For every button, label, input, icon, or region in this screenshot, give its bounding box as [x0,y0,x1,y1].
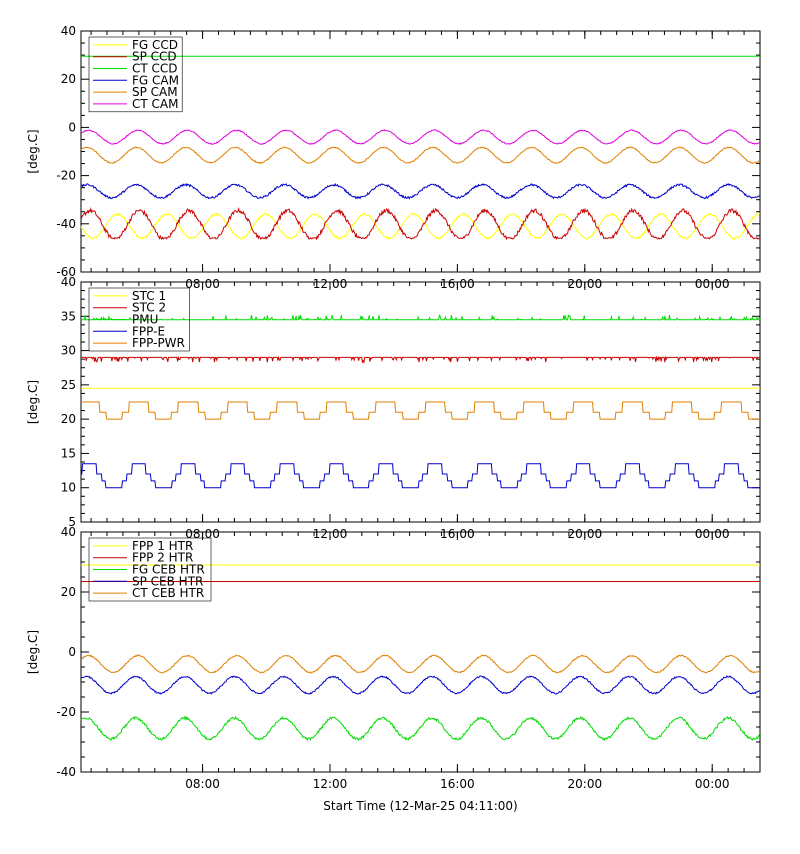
legend-label: STC 1 [132,289,166,303]
x-tick-label: 16:00 [440,777,475,791]
legend-label: CT CAM [132,97,178,111]
legend-label: FG CAM [132,73,179,87]
legend-box [88,537,212,602]
y-tick-label: 30 [61,344,76,358]
series-line-1-5 [80,146,760,165]
y-axis-label: [deg.C] [26,380,40,424]
series-line-2-5 [81,401,760,420]
y-tick-label: -60 [56,265,76,279]
x-tick-label: 08:00 [185,777,220,791]
series-line-3-4 [80,675,761,695]
y-tick-label: -40 [56,765,76,779]
y-tick-label: 20 [61,412,76,426]
y-tick-label: 0 [68,645,76,659]
y-tick-label: -20 [56,169,76,183]
x-tick-label: 12:00 [313,777,348,791]
y-axis-label: [deg.C] [26,129,40,173]
y-tick-label: -40 [56,217,76,231]
legend-label: FG CEB HTR [132,563,205,577]
y-tick-label: 20 [61,585,76,599]
legend-label: SP CCD [132,50,177,64]
series-line-3-3 [80,715,761,742]
legend-label: FPP-E [132,324,165,338]
series-line-1-1 [80,212,761,241]
series-line-1-2 [80,206,760,241]
y-tick-label: 15 [61,446,76,460]
y-axis-label: [deg.C] [26,630,40,674]
x-tick-label: 20:00 [568,777,603,791]
series-line-2-4 [81,463,760,489]
legend-box [88,36,183,113]
legend-label: SP CEB HTR [132,574,203,588]
y-tick-label: 5 [68,515,76,529]
y-tick-label: 10 [61,481,76,495]
y-tick-label: 35 [61,309,76,323]
y-tick-label: 0 [68,120,76,134]
series-line-1-6 [80,129,761,145]
y-tick-label: 20 [61,72,76,86]
series-line-3-5 [80,654,761,674]
y-tick-label: 40 [61,24,76,38]
legend-label: FG CCD [132,38,178,52]
legend-label: SP CAM [132,85,178,99]
panel-3: 40 20 0 -20 -40 [deg.C] 08:00 12:00 16:00 20:00 00… [26,525,761,813]
series-line-1-4 [80,182,761,200]
series-line-2-2 [81,355,760,364]
legend-label: STC 2 [132,301,166,315]
y-tick-label: 40 [61,275,76,289]
legend-label: FPP 2 HTR [132,551,193,565]
series-line-2-3 [81,314,761,321]
y-tick-label: 25 [61,378,76,392]
x-axis-label: Start Time (12-Mar-25 04:11:00) [323,799,517,813]
legend-label: FPP-PWR [132,336,185,350]
y-tick-label: 40 [61,525,76,539]
plot-frame [80,30,761,273]
legend-label: PMU [132,313,158,327]
legend-label: CT CCD [132,62,178,76]
legend-box [88,287,190,352]
y-tick-label: -20 [56,705,76,719]
x-tick-label: 00:00 [695,777,730,791]
legend-label: CT CEB HTR [132,586,204,600]
legend-label: FPP 1 HTR [132,539,193,553]
